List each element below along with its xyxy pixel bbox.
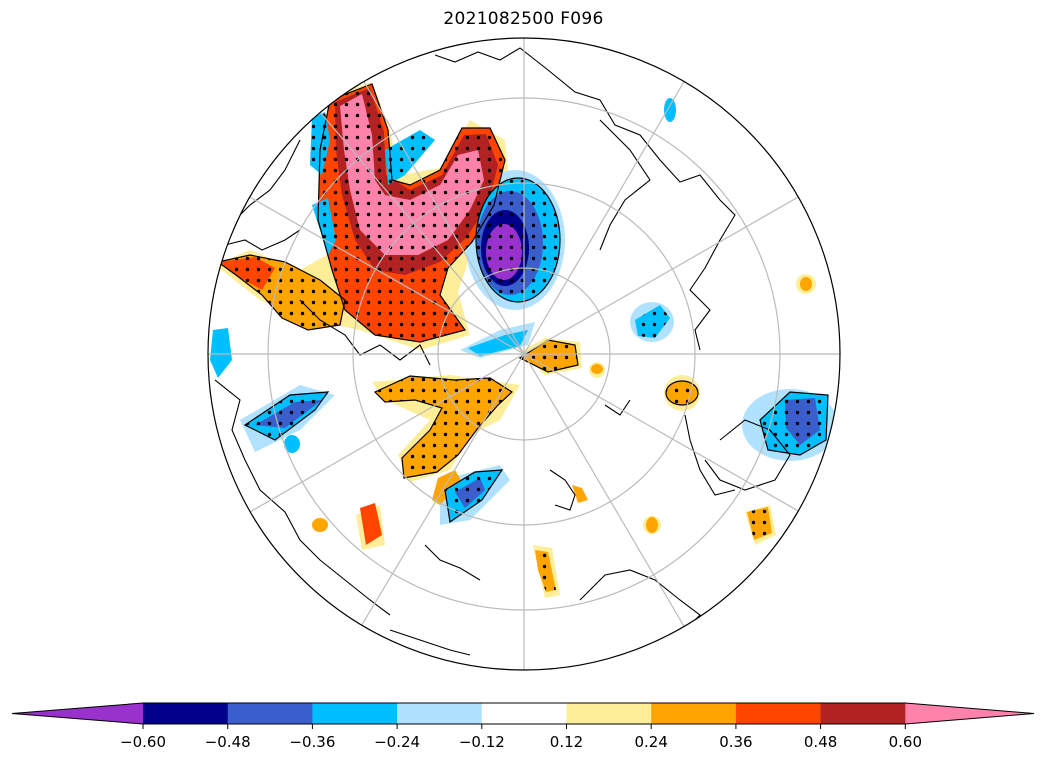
colorbar-bins bbox=[11, 702, 1035, 725]
colorbar-tick-label: 0.60 bbox=[889, 733, 922, 751]
colorbar-extend-high bbox=[905, 703, 1034, 724]
colorbar-bin bbox=[566, 703, 652, 724]
colorbar-tick-label: −0.60 bbox=[120, 733, 166, 751]
colorbar-bin bbox=[651, 703, 737, 724]
coastlines bbox=[214, 47, 791, 661]
colorbar-bin bbox=[397, 703, 483, 724]
polar-map bbox=[207, 37, 841, 671]
colorbar-ticks: −0.60 −0.48 −0.36 −0.24 −0.12 0.12 0.24 0.36 0.4… bbox=[120, 724, 922, 751]
colorbar-tick-label: 0.12 bbox=[550, 733, 583, 751]
colorbar-tick-label: −0.12 bbox=[459, 733, 505, 751]
map-title: 2021082500 F096 bbox=[443, 9, 604, 29]
colorbar-bin bbox=[143, 703, 229, 724]
colorbar-bin bbox=[227, 703, 313, 724]
colorbar-bin bbox=[312, 703, 398, 724]
colorbar-tick-label: 0.24 bbox=[634, 733, 667, 751]
colorbar-bin bbox=[820, 703, 906, 724]
colorbar-extend-low bbox=[12, 703, 143, 724]
colorbar-tick-label: −0.24 bbox=[374, 733, 420, 751]
colorbar-bin bbox=[481, 703, 567, 724]
map-boundary bbox=[207, 37, 841, 671]
graticule bbox=[208, 38, 840, 670]
contour-lines bbox=[216, 83, 829, 524]
colorbar-tick-label: 0.48 bbox=[804, 733, 837, 751]
significance-stippling bbox=[218, 84, 828, 592]
colorbar-bin bbox=[735, 703, 822, 724]
colorbar-tick-label: −0.48 bbox=[205, 733, 251, 751]
colorbar-tick-label: 0.36 bbox=[719, 733, 752, 751]
colorbar-tick-label: −0.36 bbox=[289, 733, 335, 751]
